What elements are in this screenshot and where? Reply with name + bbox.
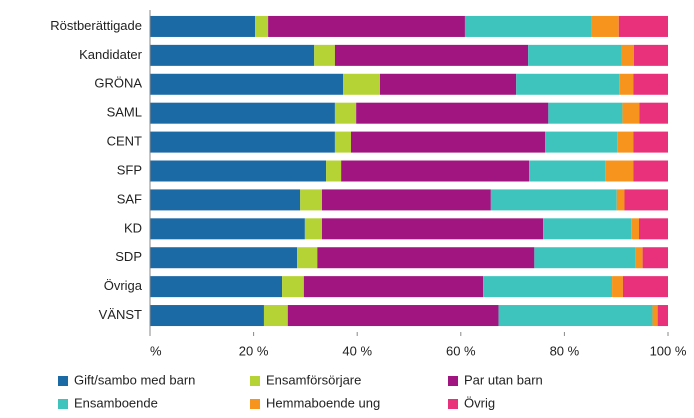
bar-segment xyxy=(548,102,623,124)
bar-segment xyxy=(150,305,264,327)
bar-segment xyxy=(334,44,529,66)
bar-segment xyxy=(150,102,335,124)
bar-segment xyxy=(334,131,351,153)
bar-segment xyxy=(150,247,298,269)
bar-segment xyxy=(591,15,619,37)
bar-segment xyxy=(350,131,546,153)
bar-segment xyxy=(652,305,658,327)
bar-segment xyxy=(297,247,318,269)
bar-segment xyxy=(282,276,304,298)
bar-segment xyxy=(150,44,315,66)
x-tick-label: 40 % xyxy=(342,343,372,358)
bar-segment xyxy=(300,189,322,211)
bar-segment xyxy=(529,160,606,182)
bar-segment xyxy=(341,160,530,182)
bar-segment xyxy=(263,305,288,327)
bar-segment xyxy=(633,44,668,66)
legend-label: Gift/sambo med barn xyxy=(74,372,195,387)
bar-segment xyxy=(622,276,668,298)
x-tick-label: 100 % xyxy=(650,343,687,358)
bar-segment xyxy=(612,276,623,298)
bar-segment xyxy=(657,305,668,327)
bar-segment xyxy=(642,247,668,269)
bar-segment xyxy=(150,218,305,240)
bar-segment xyxy=(343,73,380,95)
bar-segment xyxy=(150,73,344,95)
bar-segment xyxy=(321,218,544,240)
bar-segment xyxy=(639,102,668,124)
legend-label: Ensamförsörjare xyxy=(266,372,361,387)
legend-swatch xyxy=(58,376,68,386)
bar-segment xyxy=(314,44,335,66)
bar-segment xyxy=(616,189,625,211)
bar-segment xyxy=(635,247,643,269)
bar-segment xyxy=(543,218,632,240)
legend-label: Hemmaboende ung xyxy=(266,395,380,410)
legend-swatch xyxy=(58,399,68,409)
bar-segment xyxy=(516,73,620,95)
bar-segment xyxy=(150,276,283,298)
bar-segment xyxy=(605,160,634,182)
legend-label: Övrig xyxy=(464,395,495,410)
legend-swatch xyxy=(448,399,458,409)
y-tick-label: SFP xyxy=(117,162,142,177)
bar-segment xyxy=(464,15,592,37)
bar-segment xyxy=(287,305,499,327)
bar-segment xyxy=(304,218,322,240)
bar-segment xyxy=(379,73,517,95)
y-tick-label: Röstberättigade xyxy=(50,18,142,33)
bar-segment xyxy=(317,247,535,269)
bar-segment xyxy=(490,189,617,211)
bar-segment xyxy=(321,189,491,211)
bar-segment xyxy=(150,160,327,182)
bar-segment xyxy=(619,73,634,95)
x-tick-label: 60 % xyxy=(446,343,476,358)
bar-segment xyxy=(334,102,357,124)
bar-segment xyxy=(617,131,634,153)
y-tick-label: SAF xyxy=(117,191,142,206)
bar-segment xyxy=(545,131,618,153)
x-tick-label: % xyxy=(150,343,162,358)
bar-segment xyxy=(528,44,622,66)
x-tick-label: 20 % xyxy=(239,343,269,358)
bar-segment xyxy=(326,160,342,182)
bar-segment xyxy=(618,15,668,37)
legend-swatch xyxy=(250,399,260,409)
x-tick-label: 80 % xyxy=(550,343,580,358)
legend-label: Par utan barn xyxy=(464,372,543,387)
bar-segment xyxy=(498,305,653,327)
bar-segment xyxy=(150,189,301,211)
bar-segment xyxy=(638,218,668,240)
bar-segment xyxy=(483,276,613,298)
bar-segment xyxy=(631,218,639,240)
y-tick-label: SDP xyxy=(115,249,142,264)
y-tick-label: CENT xyxy=(107,134,142,149)
bar-segment xyxy=(633,160,668,182)
y-tick-label: SAML xyxy=(107,105,142,120)
bar-segment xyxy=(622,102,640,124)
y-tick-label: GRÖNA xyxy=(94,76,142,91)
y-tick-label: Övriga xyxy=(104,278,143,293)
y-tick-label: Kandidater xyxy=(79,47,143,62)
legend-label: Ensamboende xyxy=(74,395,158,410)
bar-segment xyxy=(534,247,636,269)
legend-swatch xyxy=(448,376,458,386)
bar-segment xyxy=(624,189,668,211)
bar-segment xyxy=(633,73,668,95)
bar-segment xyxy=(621,44,634,66)
bar-segment xyxy=(255,15,269,37)
bar-segment xyxy=(150,15,256,37)
bar-segment xyxy=(356,102,549,124)
bar-segment xyxy=(633,131,668,153)
y-tick-label: VÄNST xyxy=(99,307,142,322)
bar-segment xyxy=(150,131,335,153)
bar-segment xyxy=(303,276,484,298)
legend-swatch xyxy=(250,376,260,386)
bar-segment xyxy=(268,15,465,37)
y-tick-label: KD xyxy=(124,220,142,235)
